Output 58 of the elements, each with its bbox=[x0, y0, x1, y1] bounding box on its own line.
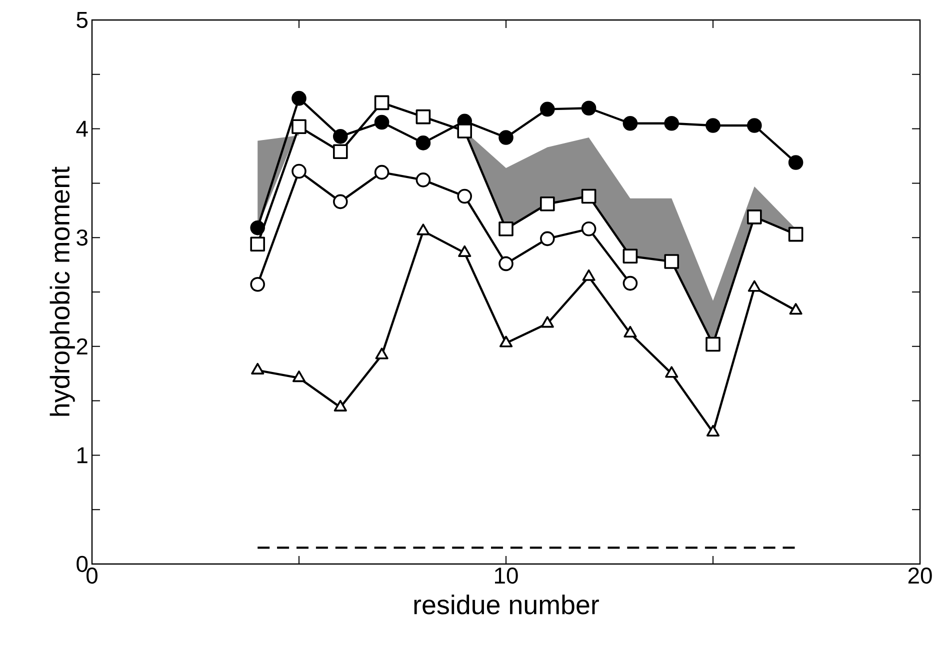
point bbox=[416, 109, 431, 124]
point bbox=[375, 348, 388, 360]
point bbox=[622, 248, 638, 264]
y-tick-label: 1 bbox=[77, 447, 88, 464]
point bbox=[498, 256, 514, 272]
point bbox=[499, 336, 513, 348]
point bbox=[250, 220, 265, 236]
point bbox=[622, 116, 638, 131]
y-axis-title: hydrophobic moment bbox=[50, 166, 75, 416]
point bbox=[498, 130, 514, 145]
point bbox=[374, 95, 390, 110]
y-tick-label: 3 bbox=[76, 229, 88, 246]
point bbox=[457, 124, 472, 138]
point bbox=[540, 316, 554, 328]
x-tick-label: 20 bbox=[908, 568, 932, 584]
point bbox=[788, 226, 804, 242]
point bbox=[458, 245, 472, 257]
point bbox=[748, 280, 761, 292]
point bbox=[416, 172, 431, 188]
point bbox=[333, 194, 348, 210]
y-tick-label: 0 bbox=[76, 556, 88, 572]
point bbox=[788, 155, 804, 170]
point bbox=[333, 144, 348, 160]
point bbox=[582, 269, 596, 281]
point bbox=[374, 114, 390, 130]
point bbox=[665, 366, 678, 378]
point bbox=[292, 119, 306, 134]
point bbox=[251, 362, 264, 374]
point bbox=[706, 336, 720, 352]
point bbox=[292, 90, 306, 106]
x-axis-title: residue number bbox=[414, 594, 599, 614]
x-tick-label: 10 bbox=[495, 568, 518, 584]
point bbox=[333, 129, 348, 144]
point bbox=[292, 164, 306, 179]
point bbox=[664, 254, 680, 269]
point bbox=[540, 231, 555, 246]
point bbox=[706, 424, 720, 436]
point bbox=[498, 221, 514, 236]
point bbox=[334, 400, 347, 412]
point bbox=[540, 196, 555, 212]
point bbox=[789, 303, 802, 315]
y-tick-label: 2 bbox=[76, 338, 88, 354]
point bbox=[292, 370, 306, 382]
point bbox=[747, 118, 762, 133]
point bbox=[581, 188, 596, 204]
point bbox=[581, 100, 596, 116]
y-tick-label: 5 bbox=[76, 12, 88, 28]
point bbox=[416, 136, 431, 150]
y-tick-label: 4 bbox=[76, 120, 88, 137]
point bbox=[624, 326, 637, 338]
point bbox=[457, 188, 472, 204]
point bbox=[540, 102, 555, 117]
point bbox=[250, 236, 265, 252]
point bbox=[664, 116, 680, 131]
point bbox=[747, 210, 762, 224]
point bbox=[416, 224, 430, 236]
point bbox=[706, 118, 720, 133]
point bbox=[374, 164, 390, 180]
